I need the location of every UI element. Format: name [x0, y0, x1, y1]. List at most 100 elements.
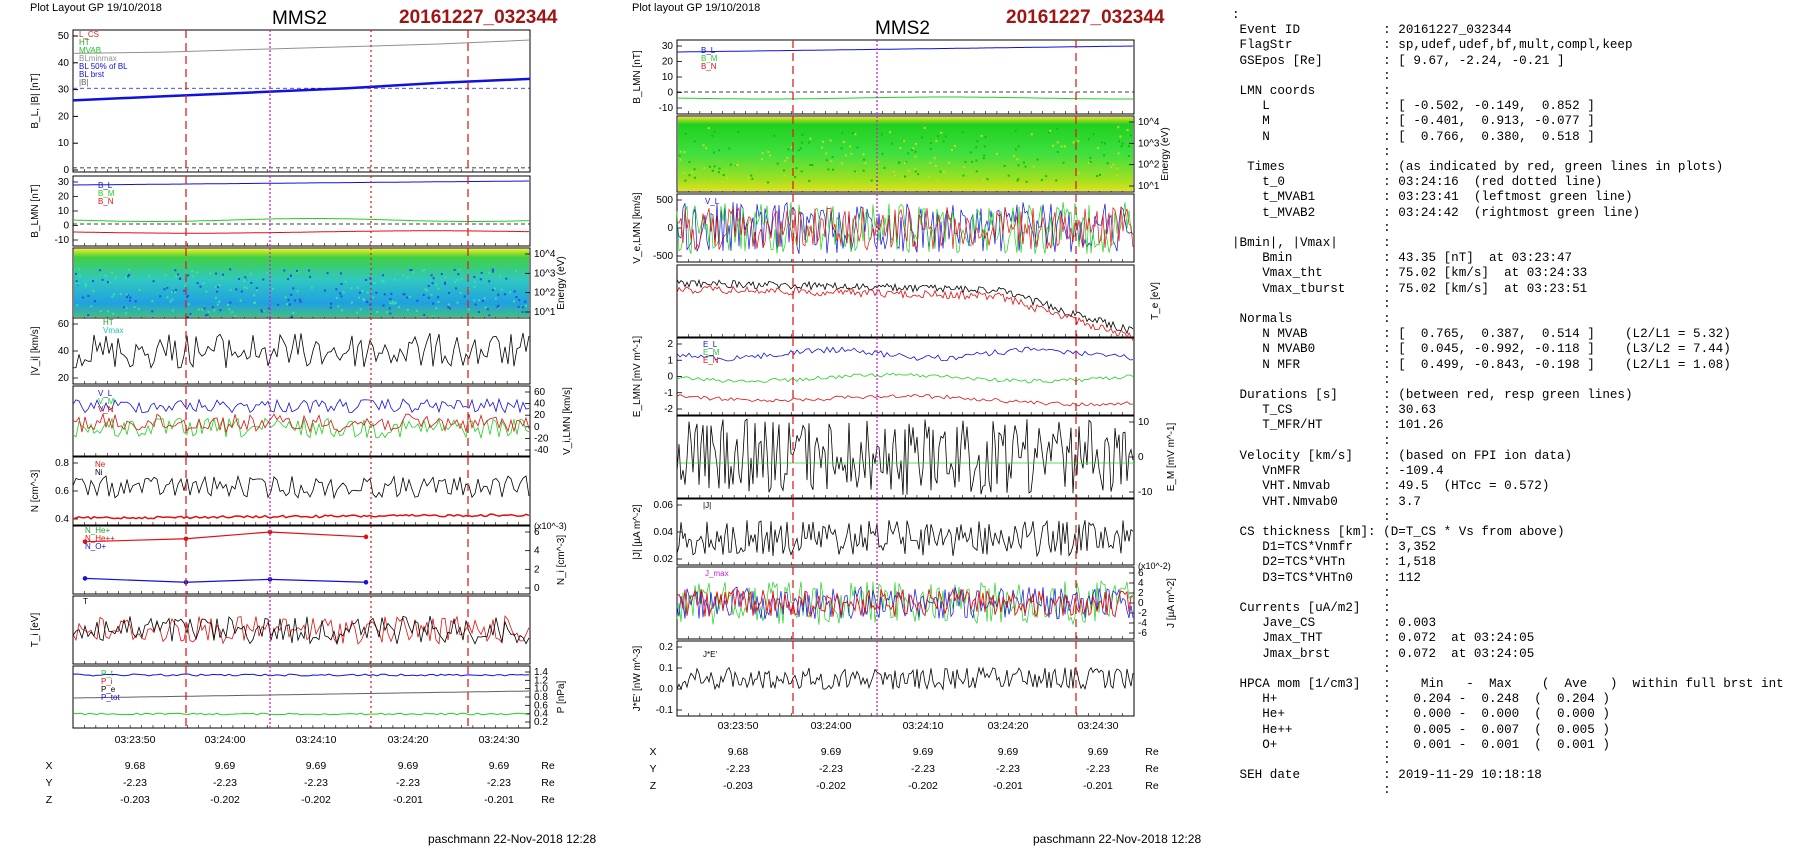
spectrogram-pixel — [688, 161, 691, 164]
spectrogram-pixel — [728, 147, 731, 150]
spectrogram-pixel — [467, 308, 470, 311]
spectrogram-pixel — [707, 127, 710, 130]
tick-label: -0.1 — [656, 705, 674, 716]
spectrogram-pixel — [92, 289, 95, 292]
summary-line: Event ID : 20161227_032344 — [1232, 23, 1512, 38]
spectrogram-pixel — [81, 296, 84, 299]
legend-entry: N_O+ — [85, 542, 106, 551]
spectrogram-pixel — [171, 298, 174, 301]
tick-label: 0.2 — [659, 642, 673, 653]
spectrogram-pixel — [268, 307, 271, 310]
spectrogram-pixel — [1049, 129, 1052, 132]
panel-frame — [72, 29, 531, 173]
series-line-jn — [676, 587, 1134, 619]
spectrogram-pixel — [128, 299, 131, 302]
spectrogram-pixel — [171, 291, 174, 294]
spectrogram-pixel — [125, 306, 128, 309]
spectrogram-pixel — [128, 273, 131, 276]
spectrogram-pixel — [1096, 175, 1099, 178]
right-spacecraft-title: MMS2 — [875, 18, 930, 39]
spectrogram-pixel — [288, 303, 291, 306]
tick-label: 0.8 — [534, 692, 548, 703]
spectrogram-pixel — [106, 281, 109, 284]
spectrogram-pixel — [1129, 134, 1132, 137]
series-line-pt — [72, 673, 530, 677]
spectrogram-pixel — [362, 299, 365, 302]
right-panel-1: 30 20 10 0 -10 B_LB_MB_N B_LMN [nT] — [632, 39, 1135, 115]
spectrogram-pixel — [503, 293, 506, 296]
legend-entry: J*E' — [703, 650, 717, 659]
spectrogram-pixel — [114, 276, 117, 279]
spectrogram-pixel — [801, 141, 804, 144]
spectrogram-pixel — [984, 136, 987, 139]
spectrogram-pixel — [342, 291, 345, 294]
right-header: Plot layout GP 19/10/2018 — [632, 2, 761, 14]
spectrogram-pixel — [261, 310, 264, 313]
spectrogram-pixel — [335, 288, 338, 291]
spectrogram-pixel — [119, 293, 122, 296]
spectrogram-pixel — [491, 270, 494, 273]
spectrogram-pixel — [980, 134, 983, 137]
spectrogram-pixel — [975, 170, 978, 173]
left-time-axis: 03:23:50 03:24:00 03:24:10 03:24:20 03:24:30 — [115, 734, 520, 746]
spectrogram-pixel — [484, 306, 487, 309]
spectrogram-pixel — [877, 160, 880, 163]
tick-label: 0.8 — [55, 458, 69, 469]
spectrogram-pixel — [128, 268, 131, 271]
summary-line: He+ : 0.000 - 0.000 ( 0.000 ) — [1232, 707, 1610, 722]
legend-entry: B_M — [701, 54, 718, 63]
summary-line: Currents [uA/m2] : — [1232, 600, 1391, 615]
spectrogram-pixel — [841, 162, 844, 165]
tick-label: -10 — [55, 235, 70, 246]
spectrogram-pixel — [356, 286, 359, 289]
spectrogram-pixel — [159, 295, 162, 298]
spectrogram-pixel — [152, 280, 155, 283]
spectrogram-pixel — [1106, 162, 1109, 165]
tick-label: -20 — [534, 433, 549, 444]
spectrogram-pixel — [1017, 178, 1020, 181]
panel-frame — [72, 317, 531, 385]
spectrogram-pixel — [127, 275, 130, 278]
spectrogram-pixel — [227, 304, 230, 307]
spectrogram-pixel — [376, 310, 379, 313]
spectrogram-pixel — [897, 161, 900, 164]
spectrogram-pixel — [491, 289, 494, 292]
series-line-he2 — [84, 531, 367, 543]
time-tick-label: 03:24:00 — [205, 734, 246, 746]
spectrogram-pixel — [693, 168, 696, 171]
spectrogram-pixel — [76, 304, 79, 307]
position-value: -2.23 — [213, 777, 237, 789]
legend-entry: V_L — [705, 197, 720, 206]
spectrogram-pixel — [761, 152, 764, 155]
tick-label: 40 — [58, 346, 70, 357]
spectrogram-pixel — [1110, 166, 1113, 169]
tick-label: 10 — [58, 138, 70, 149]
spectrogram-pixel — [382, 281, 385, 284]
spectrogram-pixel — [373, 282, 376, 285]
tick-label: 0 — [534, 422, 540, 433]
spectrogram-pixel — [827, 168, 830, 171]
time-tick-label: 03:23:50 — [718, 720, 759, 732]
spectrogram-pixel — [937, 135, 940, 138]
spectrogram-pixel — [206, 313, 209, 316]
spectrogram-pixel — [491, 268, 494, 271]
spectrogram-pixel — [388, 301, 391, 304]
spectrogram-pixel — [171, 309, 174, 312]
tick-label: 1.4 — [534, 667, 548, 678]
spectrogram-pixel — [983, 145, 986, 148]
spectrogram-pixel — [253, 294, 256, 297]
spectrogram-pixel — [84, 285, 87, 288]
legend-entry: MVAB — [79, 46, 101, 55]
spectrogram-pixel — [515, 296, 518, 299]
spectrogram-pixel — [962, 174, 965, 177]
spectrogram-pixel — [910, 181, 913, 184]
tick-label: 10^2 — [1138, 160, 1160, 171]
spectrogram-pixel — [199, 285, 202, 288]
tick-label: 2 — [667, 339, 673, 350]
summary-line: Durations [s] : (between red, resp green… — [1232, 388, 1633, 403]
spectrogram-pixel — [1056, 141, 1059, 144]
spectrogram-pixel — [216, 290, 219, 293]
spectrogram-pixel — [175, 288, 178, 291]
spectrogram-pixel — [75, 280, 78, 283]
